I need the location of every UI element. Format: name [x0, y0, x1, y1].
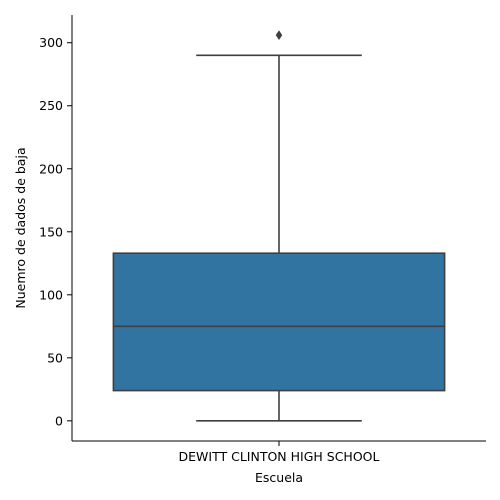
y-tick-label: 50 [47, 350, 63, 365]
y-tick-label: 200 [39, 161, 63, 176]
y-axis-label: Nuemro de dados de baja [13, 147, 28, 308]
outlier-point [275, 30, 283, 41]
box-plot-marks [112, 30, 446, 422]
y-tick-label: 100 [39, 287, 63, 302]
y-tick-label: 300 [39, 35, 63, 50]
y-tick-label: 0 [55, 413, 63, 428]
x-axis-label: Escuela [255, 470, 303, 485]
y-tick-label: 150 [39, 224, 63, 239]
y-tick-label: 250 [39, 98, 63, 113]
x-axis-ticks: DEWITT CLINTON HIGH SCHOOL [179, 441, 380, 464]
y-axis-ticks: 0 50 100 150 200 250 300 [39, 35, 72, 428]
x-tick-label: DEWITT CLINTON HIGH SCHOOL [179, 449, 380, 464]
iqr-box [112, 252, 446, 392]
